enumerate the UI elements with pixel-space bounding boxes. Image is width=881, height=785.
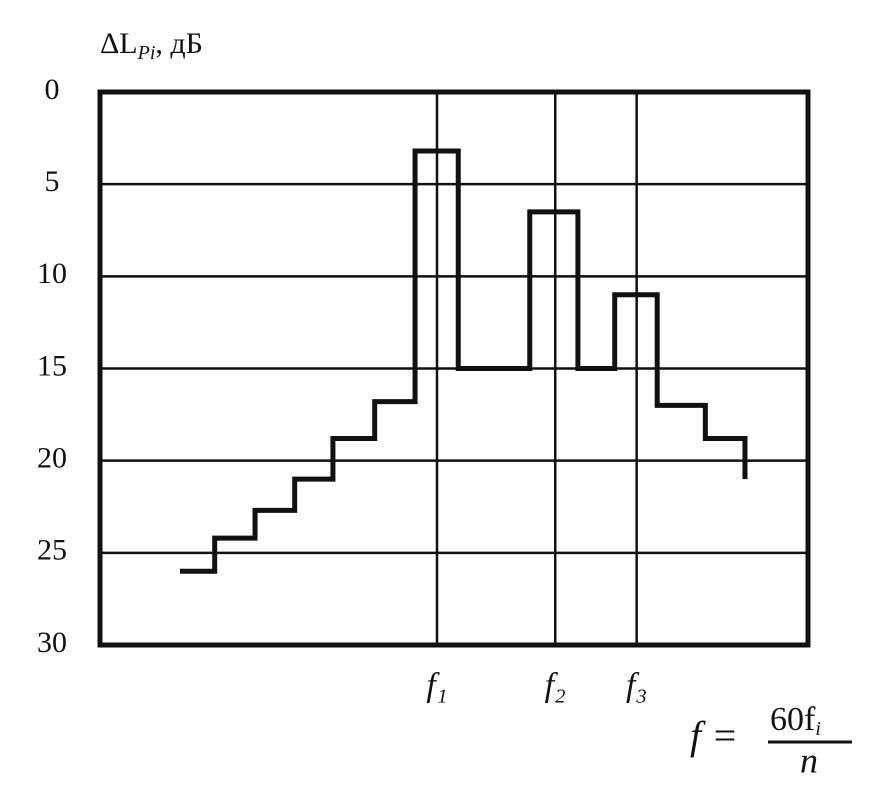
x-tick-label: f₃: [626, 667, 647, 704]
y-axis-label: ΔLPi, дБ: [100, 27, 203, 64]
y-tick-label: 0: [45, 73, 60, 106]
plot-frame: [97, 89, 811, 648]
x-axis-label: f = 60fi n: [690, 701, 852, 780]
y-tick-label: 25: [37, 534, 67, 567]
step-line: [180, 148, 748, 574]
y-tick-label: 5: [45, 165, 60, 198]
y-tick-label: 30: [37, 626, 67, 659]
numerator: 60fi: [770, 701, 821, 740]
y-tick-label: 10: [37, 257, 67, 290]
svg-text:n: n: [800, 740, 818, 780]
y-tick-label: 20: [37, 442, 67, 475]
svg-text:f =: f =: [690, 713, 738, 758]
x-tick-label: f₁: [426, 667, 447, 704]
x-tick-label: f₂: [545, 667, 566, 704]
y-tick-label: 15: [37, 349, 67, 382]
